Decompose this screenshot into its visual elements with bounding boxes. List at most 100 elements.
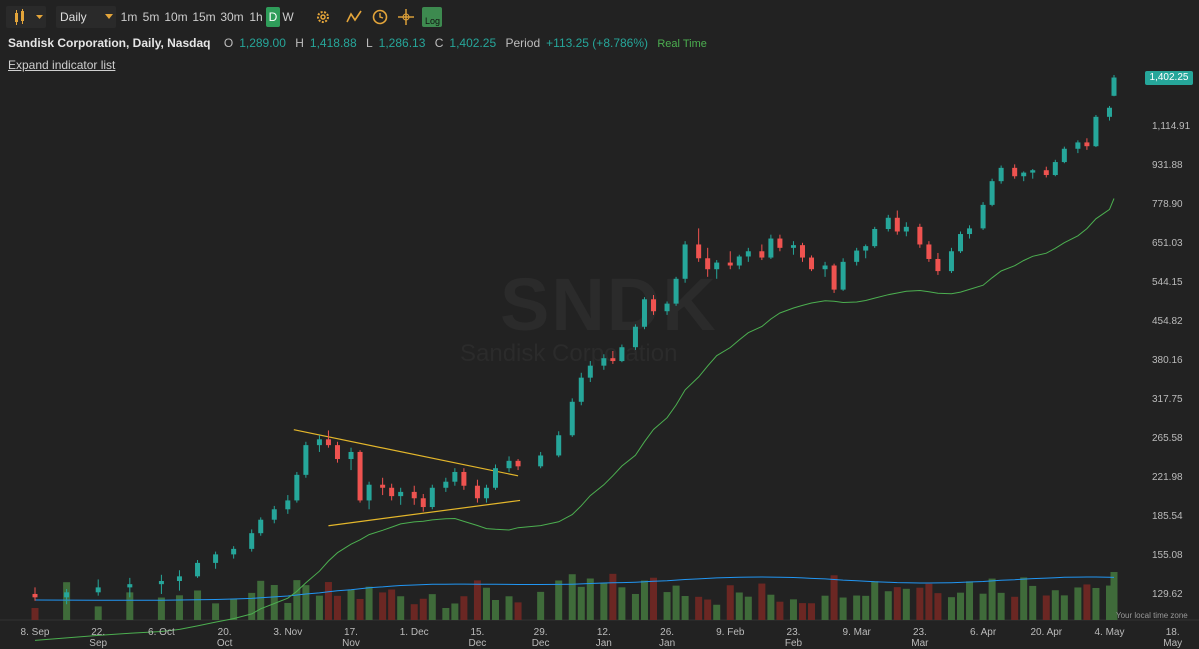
- volume-bar: [347, 589, 355, 620]
- interval-w[interactable]: W: [282, 10, 294, 24]
- volume-bar: [482, 587, 490, 620]
- volume-bar: [293, 580, 301, 620]
- volume-bar: [640, 580, 648, 620]
- volume-bar: [853, 595, 861, 620]
- moving-average-line: [34, 198, 1115, 641]
- candle-body: [420, 498, 426, 508]
- volume-bar: [175, 595, 183, 620]
- candle-body: [768, 238, 774, 258]
- candlestick-icon: [15, 9, 43, 25]
- volume-bar: [284, 602, 292, 620]
- volume-bar: [442, 607, 450, 620]
- candle-body: [980, 204, 986, 229]
- candle-body: [366, 484, 372, 501]
- interval-30m[interactable]: 30m: [220, 10, 244, 24]
- volume-bar: [324, 582, 332, 620]
- time-axis-label: 18. May: [1163, 627, 1183, 649]
- volume-bar: [934, 593, 942, 620]
- time-button[interactable]: [369, 6, 391, 28]
- candle-body: [538, 455, 544, 467]
- volume-bar: [862, 595, 870, 620]
- candle-body: [664, 303, 670, 312]
- volume-bar: [884, 591, 892, 620]
- candle-body: [1111, 77, 1117, 96]
- volume-bar: [979, 593, 987, 620]
- candle-body: [998, 167, 1004, 182]
- chevron-down-icon: [36, 15, 43, 19]
- time-axis-label: 23. Feb: [784, 627, 803, 649]
- volume-bar: [257, 580, 265, 620]
- candle-body: [316, 439, 322, 446]
- candle-body: [696, 244, 702, 259]
- volume-bar: [871, 581, 879, 620]
- time-axis-label: 15. Dec: [468, 627, 487, 649]
- candle-body: [831, 265, 837, 290]
- volume-bar: [537, 591, 545, 620]
- price-axis-label: 265.58: [1152, 432, 1183, 444]
- time-axis-label: 12. Jan: [595, 627, 612, 649]
- candle-body: [357, 451, 363, 501]
- candle-body: [935, 258, 941, 272]
- interval-select[interactable]: Daily: [56, 6, 116, 28]
- crosshair-icon: [398, 9, 414, 25]
- crosshair-button[interactable]: [395, 6, 417, 28]
- candle-body: [872, 228, 878, 247]
- time-axis-label: 29. Dec: [531, 627, 550, 649]
- close-value: 1,402.25: [449, 36, 497, 50]
- expand-indicator-link[interactable]: Expand indicator list: [8, 58, 116, 72]
- candle-body: [840, 261, 846, 290]
- settings-button[interactable]: [312, 6, 334, 28]
- interval-5m[interactable]: 5m: [142, 10, 160, 24]
- candle-body: [917, 226, 923, 245]
- volume-bar: [681, 596, 689, 620]
- volume-bar: [957, 592, 965, 620]
- price-axis-label: 380.16: [1152, 354, 1183, 366]
- price-axis-label: 1,114.91: [1152, 121, 1191, 133]
- interval-10m[interactable]: 10m: [164, 10, 188, 24]
- volume-bar: [713, 604, 721, 620]
- candle-body: [989, 181, 995, 205]
- volume-bar: [650, 577, 658, 620]
- candle-body: [777, 238, 783, 248]
- volume-bar: [379, 592, 387, 620]
- volume-bar: [758, 583, 766, 620]
- candle-body: [759, 251, 765, 258]
- candle-body: [411, 491, 417, 499]
- candle-body: [736, 256, 742, 266]
- candle-body: [727, 262, 733, 266]
- time-axis-label: 22. Sep: [89, 627, 108, 649]
- candle-body: [334, 445, 340, 460]
- volume-bar: [672, 585, 680, 620]
- interval-1m[interactable]: 1m: [120, 10, 138, 24]
- candle-body: [705, 258, 711, 270]
- last-price-tag: 1,402.25: [1145, 70, 1193, 85]
- time-axis-label: 8. Sep: [20, 627, 50, 638]
- candle-body: [799, 245, 805, 258]
- candle-body: [601, 358, 607, 366]
- candle-body: [325, 439, 331, 446]
- volume-bar: [1110, 572, 1118, 620]
- volume-bar: [397, 596, 405, 620]
- candle-body: [1030, 170, 1036, 173]
- volume-bar: [514, 602, 522, 620]
- volume-bar: [1051, 590, 1059, 620]
- log-scale-toggle[interactable]: Log: [422, 7, 442, 27]
- ohlc-header: Sandisk Corporation, Daily, Nasdaq O 1,28…: [8, 36, 713, 52]
- candle-body: [948, 251, 954, 272]
- interval-1h[interactable]: 1h: [249, 10, 263, 24]
- candle-body: [1106, 107, 1112, 117]
- symbol-title: Sandisk Corporation, Daily, Nasdaq: [8, 36, 211, 50]
- volume-bar: [94, 606, 102, 620]
- interval-15m[interactable]: 15m: [192, 10, 216, 24]
- candle-body: [1075, 142, 1081, 149]
- interval-d[interactable]: D: [266, 7, 280, 27]
- chart-type-select[interactable]: [6, 6, 46, 28]
- indicators-button[interactable]: [343, 6, 365, 28]
- volume-bar: [1029, 585, 1037, 620]
- price-axis-label: 651.03: [1152, 238, 1183, 250]
- candle-body: [1021, 172, 1027, 177]
- volume-bar: [505, 596, 513, 620]
- volume-bar: [744, 596, 752, 620]
- candle-body: [587, 365, 593, 378]
